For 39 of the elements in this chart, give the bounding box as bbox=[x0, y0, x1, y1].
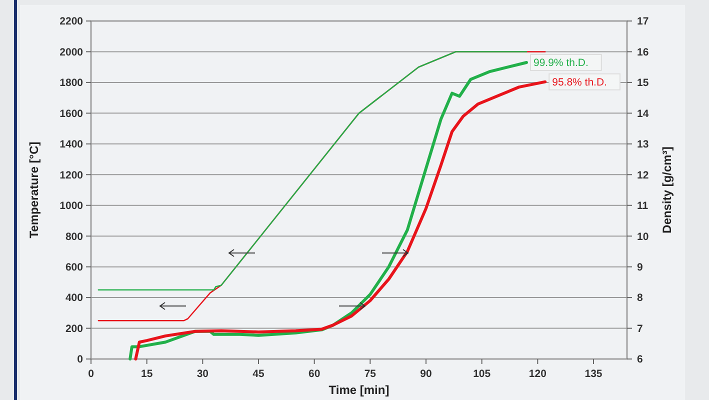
y-tick-label: 1200 bbox=[60, 169, 84, 182]
x-tick-label: 105 bbox=[473, 368, 491, 380]
y2-tick-label: 15 bbox=[637, 77, 649, 90]
y2-tick-label: 8 bbox=[637, 292, 643, 304]
x-tick-label: 45 bbox=[252, 368, 264, 380]
annotation: 99.9% th.D. bbox=[534, 57, 588, 70]
y-tick-label: 2200 bbox=[60, 16, 84, 28]
y2-tick-label: 12 bbox=[637, 169, 649, 182]
y-tick-label: 1600 bbox=[60, 108, 84, 120]
y2-tick-label: 9 bbox=[637, 261, 643, 274]
y2-axis-title: Density [g/cm³] bbox=[660, 146, 674, 234]
x-tick-label: 30 bbox=[196, 368, 209, 380]
x-tick-label: 60 bbox=[308, 368, 320, 380]
y-tick-label: 2000 bbox=[60, 46, 84, 58]
y2-tick-label: 13 bbox=[637, 138, 649, 151]
y-axis-title: Temperature [°C] bbox=[27, 142, 41, 238]
y-tick-label: 1400 bbox=[60, 138, 84, 151]
y-tick-label: 600 bbox=[65, 261, 84, 274]
x-tick-label: 0 bbox=[88, 368, 94, 380]
y-tick-label: 800 bbox=[65, 230, 84, 243]
y-tick-label: 1000 bbox=[60, 200, 84, 212]
x-tick-label: 15 bbox=[140, 368, 153, 380]
y2-tick-label: 11 bbox=[637, 200, 648, 212]
x-tick-label: 90 bbox=[420, 368, 432, 380]
y2-tick-label: 16 bbox=[637, 46, 649, 58]
y2-tick-label: 6 bbox=[637, 354, 643, 366]
y-tick-label: 0 bbox=[77, 354, 84, 366]
x-tick-label: 135 bbox=[584, 368, 602, 380]
y-tick-label: 1800 bbox=[60, 77, 84, 90]
x-tick-label: 120 bbox=[528, 368, 547, 380]
x-axis-title: Time [min] bbox=[328, 383, 390, 397]
y2-tick-label: 14 bbox=[637, 108, 649, 120]
y2-tick-label: 10 bbox=[637, 230, 649, 243]
y2-tick-label: 7 bbox=[637, 322, 643, 335]
y-tick-label: 400 bbox=[65, 292, 84, 304]
y-tick-label: 200 bbox=[65, 322, 84, 335]
annotation: 95.8% th.D. bbox=[552, 76, 607, 89]
x-tick-label: 75 bbox=[364, 368, 376, 380]
y2-tick-label: 17 bbox=[637, 16, 649, 28]
